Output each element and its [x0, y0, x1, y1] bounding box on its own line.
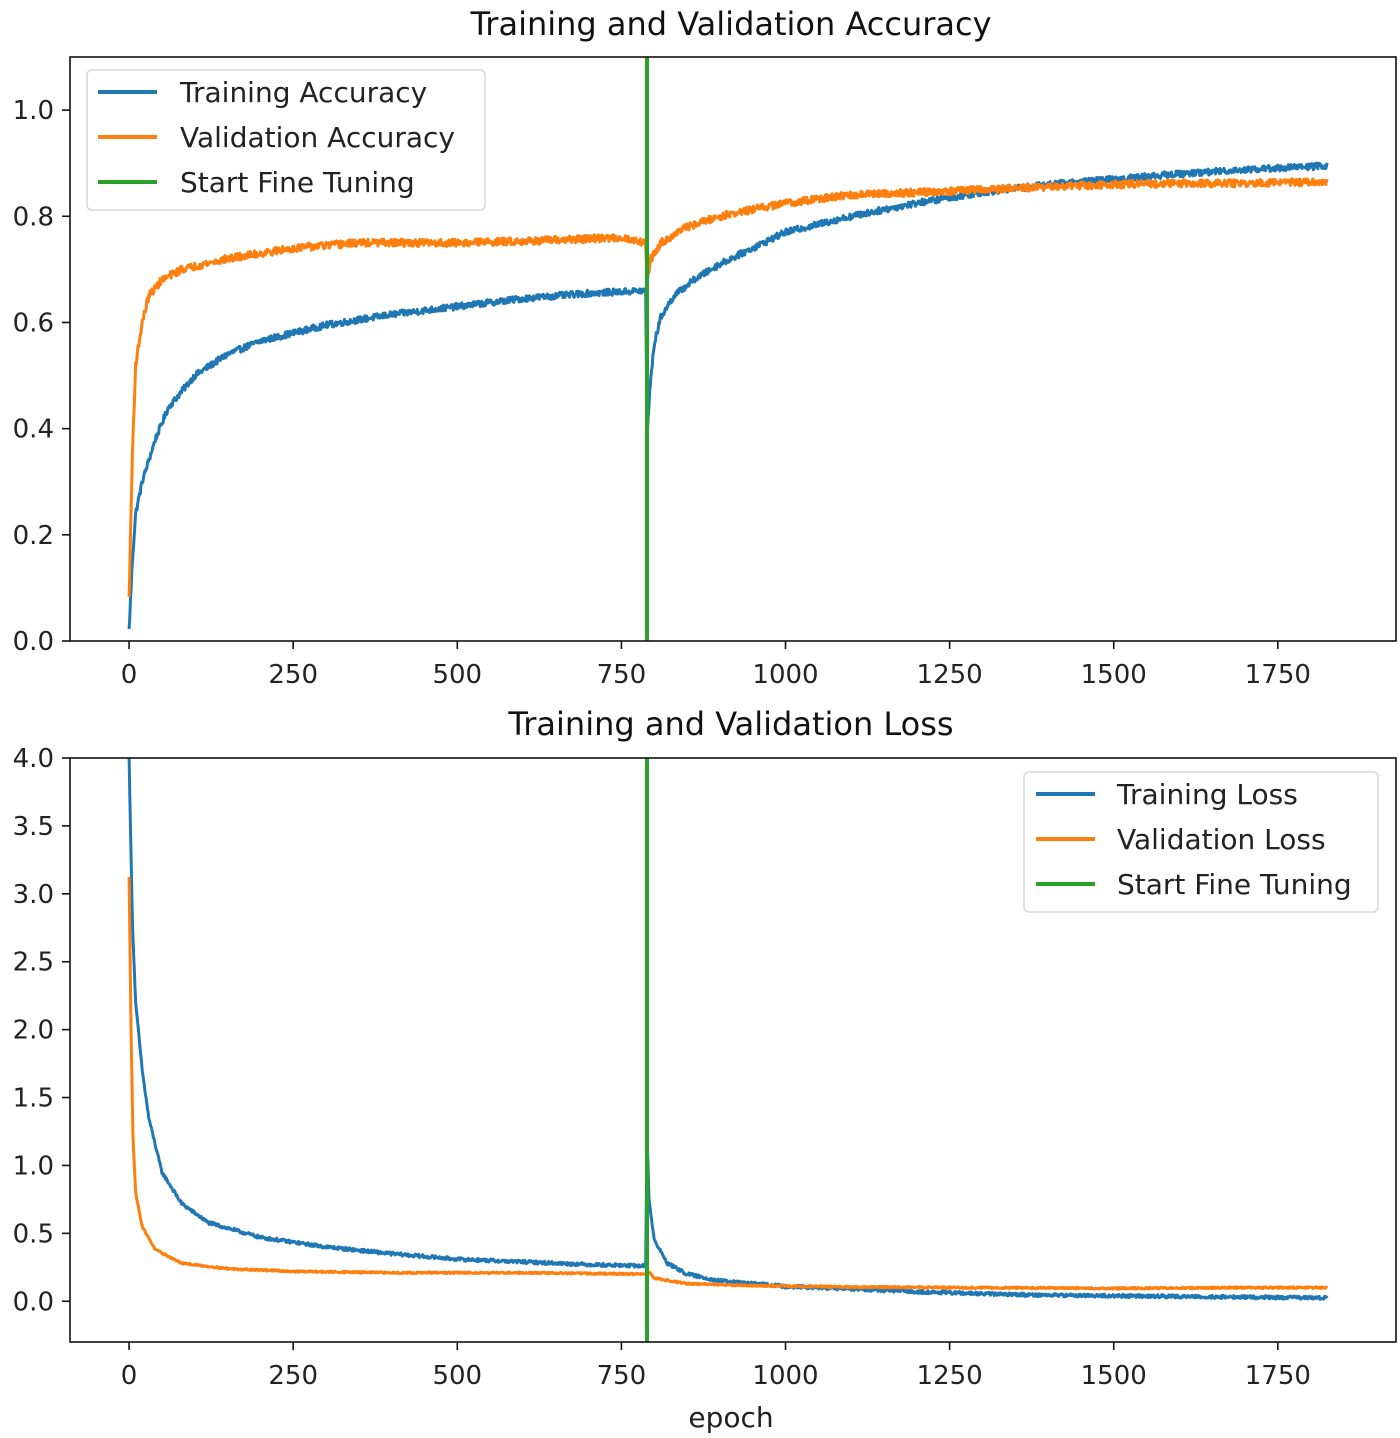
loss-y-tick-label: 1.0 [13, 1151, 54, 1181]
loss-axes-frame [69, 757, 1397, 1343]
accuracy-plot-area [127, 57, 1329, 641]
loss-x-axis: 0 250 500 750 1000 1250 1500 1750 [121, 1342, 1311, 1391]
loss-x-tick-label: 1500 [1081, 1361, 1147, 1391]
loss-plot-area [127, 758, 1329, 1342]
loss-series-training-loss [127, 758, 1329, 1301]
legend-validation-accuracy-label: Validation Accuracy [180, 121, 455, 154]
accuracy-y-tick-label: 0.8 [13, 202, 54, 232]
loss-x-tick-label: 1250 [917, 1361, 983, 1391]
accuracy-x-tick-label: 0 [121, 660, 138, 690]
legend-fine-tuning-label: Start Fine Tuning [180, 166, 415, 199]
loss-y-tick-label: 0.5 [13, 1219, 54, 1249]
accuracy-chart: Training and Validation Accuracy 0 250 500… [13, 5, 1397, 690]
accuracy-x-tick-label: 500 [432, 660, 482, 690]
accuracy-legend-box [86, 69, 486, 211]
loss-y-axis: 0.0 0.5 1.0 1.5 2.0 2.5 3.0 3.5 4.0 [13, 744, 70, 1317]
loss-x-tick-label: 250 [268, 1361, 318, 1391]
loss-x-tick-label: 1000 [752, 1361, 818, 1391]
loss-y-tick-label: 2.0 [13, 1016, 54, 1046]
loss-x-axis-label: epoch [688, 1401, 773, 1434]
accuracy-y-axis: 0.0 0.2 0.4 0.6 0.8 1.0 [13, 96, 70, 657]
accuracy-x-axis: 0 250 500 750 1000 1250 1500 1750 [121, 641, 1311, 690]
accuracy-series-training-accuracy [127, 161, 1329, 630]
accuracy-x-tick-label: 1500 [1081, 660, 1147, 690]
loss-x-tick-label: 500 [432, 1361, 482, 1391]
accuracy-x-tick-label: 250 [268, 660, 318, 690]
loss-y-tick-label: 1.5 [13, 1084, 54, 1114]
loss-x-tick-label: 750 [597, 1361, 647, 1391]
loss-legend-box [1023, 771, 1379, 913]
loss-y-tick-label: 2.5 [13, 948, 54, 978]
accuracy-chart-title: Training and Validation Accuracy [469, 5, 991, 43]
legend-training-loss-label: Training Loss [1116, 778, 1298, 811]
loss-y-tick-label: 3.0 [13, 880, 54, 910]
accuracy-legend: Training Accuracy Validation Accuracy St… [86, 69, 486, 211]
loss-series-validation-loss [127, 877, 1329, 1291]
accuracy-axes-frame [69, 56, 1397, 642]
accuracy-y-tick-label: 0.4 [13, 415, 54, 445]
accuracy-y-tick-label: 0.6 [13, 308, 54, 338]
accuracy-y-tick-label: 0.0 [13, 627, 54, 657]
accuracy-y-tick-label: 1.0 [13, 96, 54, 126]
loss-y-tick-label: 4.0 [13, 744, 54, 774]
legend-training-accuracy-label: Training Accuracy [179, 76, 427, 109]
loss-x-tick-label: 0 [121, 1361, 138, 1391]
accuracy-x-tick-label: 1750 [1245, 660, 1311, 690]
accuracy-x-tick-label: 1250 [917, 660, 983, 690]
loss-y-tick-label: 0.0 [13, 1287, 54, 1317]
loss-x-tick-label: 1750 [1245, 1361, 1311, 1391]
loss-y-tick-label: 3.5 [13, 812, 54, 842]
accuracy-y-tick-label: 0.2 [13, 521, 54, 551]
loss-chart-title: Training and Validation Loss [507, 705, 953, 743]
loss-chart: Training and Validation Loss 0 250 500 750 1… [13, 705, 1397, 1434]
accuracy-x-tick-label: 1000 [752, 660, 818, 690]
accuracy-x-tick-label: 750 [597, 660, 647, 690]
legend-fine-tuning-label: Start Fine Tuning [1117, 868, 1352, 901]
loss-legend: Training Loss Validation Loss Start Fine… [1023, 771, 1379, 913]
legend-validation-loss-label: Validation Loss [1117, 823, 1326, 856]
accuracy-series-validation-accuracy [127, 177, 1329, 597]
